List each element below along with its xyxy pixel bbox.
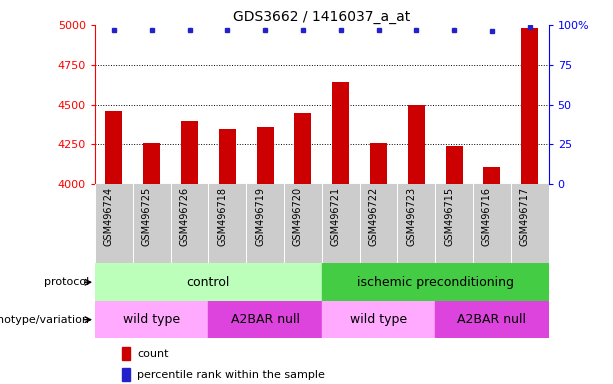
Text: GSM496722: GSM496722	[368, 187, 378, 246]
Bar	[435, 301, 549, 338]
Text: GSM496717: GSM496717	[520, 187, 530, 246]
Bar	[122, 368, 131, 381]
Text: count: count	[137, 349, 169, 359]
Text: wild type: wild type	[350, 313, 407, 326]
Text: GSM496725: GSM496725	[142, 187, 151, 246]
Bar	[257, 127, 273, 184]
Text: GSM496718: GSM496718	[218, 187, 227, 246]
Bar	[322, 301, 435, 338]
Bar	[219, 129, 236, 184]
Bar	[332, 82, 349, 184]
Title: GDS3662 / 1416037_a_at: GDS3662 / 1416037_a_at	[233, 10, 411, 24]
Bar	[95, 301, 208, 338]
Bar	[408, 104, 425, 184]
Bar	[484, 167, 500, 184]
Text: protocol: protocol	[44, 277, 89, 287]
Bar	[95, 263, 322, 301]
Text: ischemic preconditioning: ischemic preconditioning	[357, 276, 514, 289]
Bar	[370, 143, 387, 184]
Bar	[105, 111, 123, 184]
Bar	[322, 263, 549, 301]
Bar	[143, 143, 160, 184]
Text: A2BAR null: A2BAR null	[457, 313, 527, 326]
Text: GSM496719: GSM496719	[255, 187, 265, 246]
Bar	[181, 121, 198, 184]
Text: GSM496724: GSM496724	[104, 187, 114, 246]
Bar	[294, 113, 311, 184]
Text: percentile rank within the sample: percentile rank within the sample	[137, 370, 325, 380]
Text: control: control	[187, 276, 230, 289]
Text: GSM496720: GSM496720	[293, 187, 303, 246]
Text: wild type: wild type	[123, 313, 180, 326]
Text: GSM496721: GSM496721	[331, 187, 341, 246]
Text: GSM496716: GSM496716	[482, 187, 492, 246]
Bar	[521, 28, 538, 184]
Text: GSM496715: GSM496715	[444, 187, 454, 246]
Bar	[446, 146, 463, 184]
Text: GSM496726: GSM496726	[180, 187, 189, 246]
Text: GSM496723: GSM496723	[406, 187, 416, 246]
Bar	[122, 347, 131, 359]
Bar	[208, 301, 322, 338]
Text: genotype/variation: genotype/variation	[0, 314, 89, 325]
Text: A2BAR null: A2BAR null	[230, 313, 300, 326]
